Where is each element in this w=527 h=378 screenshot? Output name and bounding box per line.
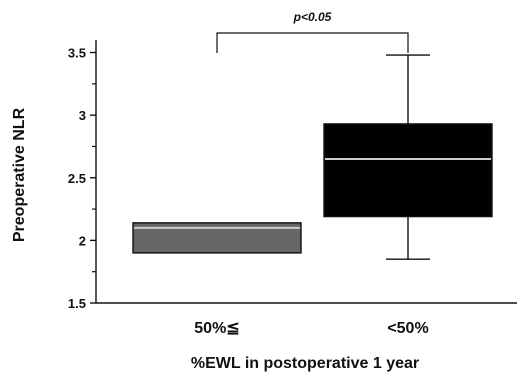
category-labels: 50%≦ <50% (194, 320, 428, 337)
box-rect (323, 123, 493, 218)
box-2 (323, 54, 493, 260)
p-value-annotation: p<0.05 (293, 10, 332, 24)
y-tick-label: 3 (79, 108, 86, 123)
box-1 (132, 222, 302, 254)
x-axis-title: %EWL in postoperative 1 year (191, 355, 419, 372)
category-label: 50%≦ (194, 320, 239, 337)
significance-bracket: p<0.05 (216, 10, 409, 53)
category-label: <50% (387, 320, 428, 337)
bracket-line (216, 32, 409, 53)
y-tick-label: 1.5 (68, 296, 86, 311)
y-tick-label: 3.5 (68, 46, 86, 61)
y-tick-label: 2 (79, 233, 86, 248)
boxes (132, 54, 493, 260)
y-axis-title: Preoperative NLR (11, 107, 28, 242)
y-tick-label: 2.5 (68, 171, 86, 186)
y-ticks: 1.5 2 2.5 3 3.5 (68, 46, 96, 311)
